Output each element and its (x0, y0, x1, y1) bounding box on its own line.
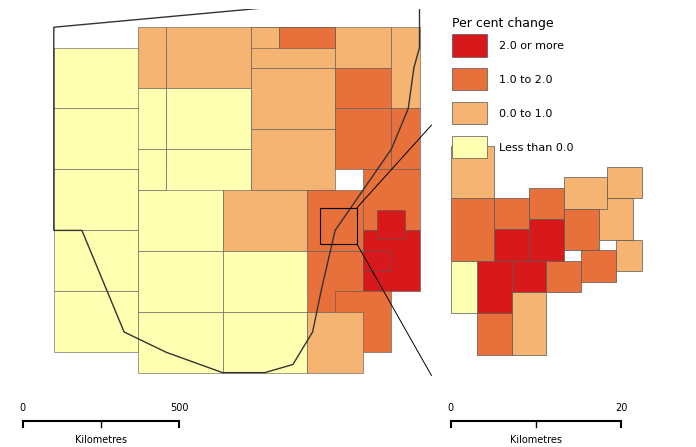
Text: Kilometres: Kilometres (510, 435, 562, 445)
Polygon shape (307, 312, 363, 373)
Polygon shape (335, 68, 391, 109)
Polygon shape (335, 291, 391, 352)
Polygon shape (251, 27, 279, 47)
Polygon shape (54, 47, 166, 109)
Polygon shape (581, 250, 616, 282)
Polygon shape (477, 313, 512, 355)
Polygon shape (529, 219, 564, 261)
Polygon shape (512, 261, 546, 292)
Polygon shape (223, 312, 307, 373)
Polygon shape (512, 292, 546, 355)
Polygon shape (599, 198, 633, 240)
Polygon shape (139, 88, 166, 149)
FancyBboxPatch shape (452, 136, 487, 158)
Text: Less than 0.0: Less than 0.0 (499, 143, 574, 153)
Polygon shape (139, 190, 223, 251)
Polygon shape (363, 169, 420, 230)
Polygon shape (564, 209, 599, 250)
Text: Per cent change: Per cent change (452, 17, 553, 30)
FancyBboxPatch shape (452, 68, 487, 90)
Polygon shape (546, 261, 581, 292)
Polygon shape (391, 109, 420, 169)
Polygon shape (54, 109, 166, 169)
Polygon shape (54, 230, 139, 291)
Polygon shape (494, 229, 529, 261)
Text: 500: 500 (170, 403, 189, 413)
Polygon shape (307, 251, 363, 312)
Polygon shape (335, 109, 391, 169)
Polygon shape (139, 27, 166, 88)
Polygon shape (139, 149, 166, 190)
Polygon shape (616, 240, 642, 271)
Text: 20: 20 (615, 403, 627, 413)
Polygon shape (307, 190, 363, 251)
Polygon shape (166, 27, 251, 88)
Bar (320, 208, 357, 244)
Polygon shape (451, 198, 494, 261)
Polygon shape (139, 312, 223, 373)
Polygon shape (251, 68, 335, 129)
Polygon shape (564, 177, 607, 209)
Polygon shape (363, 251, 391, 271)
Text: 1.0 to 2.0: 1.0 to 2.0 (499, 75, 553, 85)
Polygon shape (139, 251, 223, 312)
Polygon shape (477, 261, 512, 313)
Text: 0: 0 (448, 403, 454, 413)
Polygon shape (451, 261, 477, 313)
Text: 0.0 to 1.0: 0.0 to 1.0 (499, 109, 553, 119)
Polygon shape (223, 190, 307, 251)
FancyBboxPatch shape (452, 102, 487, 124)
Text: 0: 0 (19, 403, 26, 413)
Polygon shape (54, 169, 139, 230)
Polygon shape (279, 27, 335, 47)
FancyBboxPatch shape (452, 34, 487, 56)
Polygon shape (223, 251, 307, 312)
Polygon shape (529, 188, 564, 219)
Polygon shape (607, 167, 642, 198)
Text: 2.0 or more: 2.0 or more (499, 41, 564, 51)
Polygon shape (377, 210, 406, 239)
Text: Kilometres: Kilometres (75, 435, 127, 445)
Polygon shape (166, 149, 251, 210)
Polygon shape (363, 230, 420, 291)
Polygon shape (335, 27, 391, 68)
Polygon shape (251, 27, 335, 68)
Polygon shape (451, 146, 494, 198)
Polygon shape (54, 291, 139, 352)
Polygon shape (494, 198, 529, 229)
Polygon shape (166, 88, 251, 149)
Polygon shape (251, 129, 335, 190)
Polygon shape (391, 27, 420, 109)
